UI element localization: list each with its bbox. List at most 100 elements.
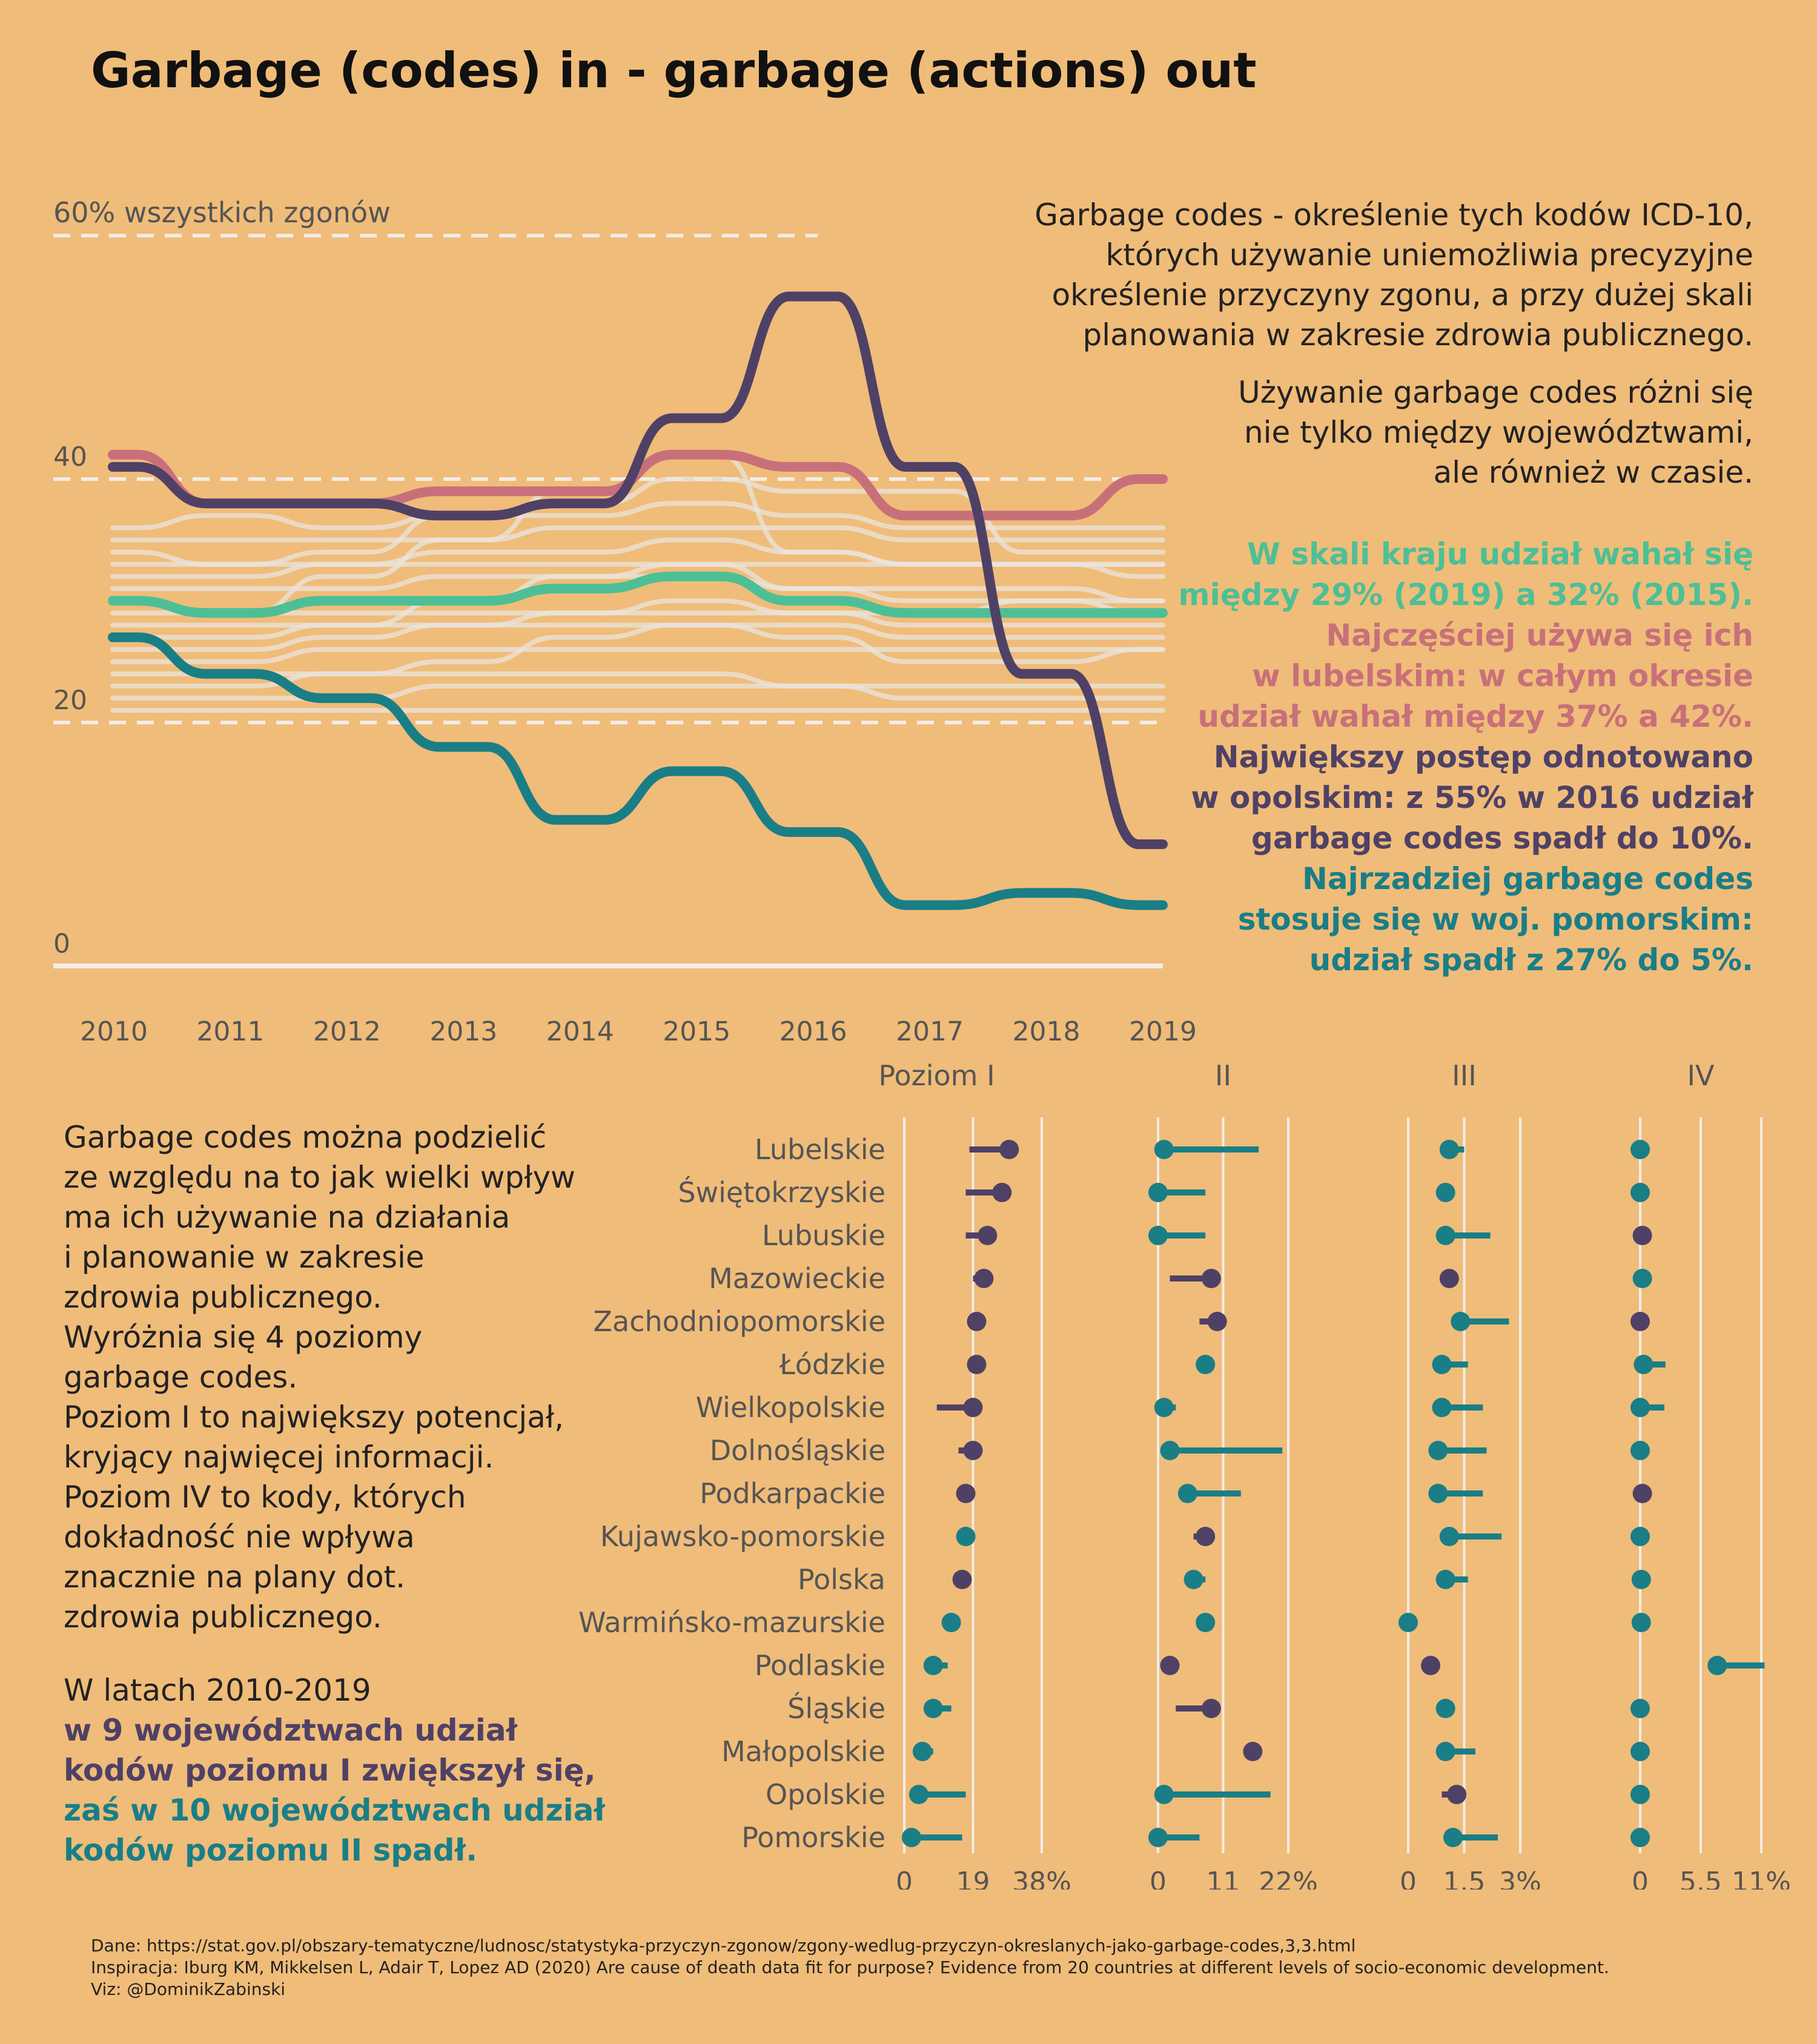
region-label: Pomorskie <box>741 1821 885 1854</box>
value-2019-dot <box>1201 1699 1221 1718</box>
value-2019-dot <box>1632 1484 1652 1503</box>
value-2019-dot <box>1631 1613 1651 1632</box>
region-label: Mazowieckie <box>709 1262 885 1295</box>
panel-tick-label: 0 <box>896 1867 913 1890</box>
intro-paragraph: Garbage codes - określenie tych kodów IC… <box>1034 195 1753 355</box>
highlight-line: garbage codes spadł do 10%. <box>1251 821 1753 856</box>
panel-tick-label: 0 <box>1150 1867 1167 1890</box>
x-tick-label: 2016 <box>779 1016 847 1047</box>
background-series-line <box>110 683 1165 701</box>
value-2019-dot <box>1443 1828 1463 1847</box>
panel-header: IV <box>1687 1059 1715 1092</box>
panel-tick-label: 19 <box>956 1867 990 1890</box>
value-2019-dot <box>1439 1140 1459 1159</box>
value-2019-dot <box>1630 1398 1650 1417</box>
value-2019-dot <box>1439 1269 1459 1288</box>
value-2019-dot <box>1428 1484 1448 1503</box>
intro2-line: ale również w czasie. <box>1433 455 1753 490</box>
value-2019-dot <box>1435 1226 1455 1245</box>
value-2019-dot <box>1630 1527 1650 1546</box>
value-2019-dot <box>908 1785 928 1804</box>
value-2019-dot <box>912 1742 932 1761</box>
value-2019-dot <box>967 1355 987 1374</box>
value-2019-dot <box>956 1527 976 1546</box>
intro-line: określenie przyczyny zgonu, a przy dużej… <box>1051 277 1753 313</box>
region-label: Lubuskie <box>762 1219 885 1252</box>
description-line: znacznie na plany dot. <box>64 1559 406 1595</box>
y-tick-label: 0 <box>53 928 70 959</box>
value-2019-dot <box>1630 1140 1650 1159</box>
reference-line-label: 60% wszystkich zgonów <box>53 196 391 229</box>
background-series-line <box>110 671 1165 689</box>
x-tick-label: 2015 <box>663 1016 730 1047</box>
region-label: Podlaskie <box>755 1649 885 1682</box>
value-2019-dot <box>1432 1355 1452 1374</box>
region-label: Lubelskie <box>755 1133 885 1166</box>
value-2019-dot <box>1428 1441 1448 1460</box>
x-tick-label: 2019 <box>1129 1016 1197 1047</box>
highlight-line: W skali kraju udział wahał się <box>1246 537 1753 572</box>
y-tick-label: 20 <box>53 685 87 716</box>
intro-line: Garbage codes - określenie tych kodów IC… <box>1034 197 1753 233</box>
levels-conclusion: W latach 2010-2019 w 9 województwach udz… <box>64 1670 605 1870</box>
description-line: zdrowia publicznego. <box>64 1599 382 1635</box>
description-line: zdrowia publicznego. <box>64 1280 382 1315</box>
value-2019-dot <box>1435 1570 1455 1589</box>
region-label: Zachodniopomorskie <box>594 1305 885 1338</box>
value-2019-dot <box>1196 1355 1216 1374</box>
highlights: W skali kraju udział wahał się między 29… <box>1179 534 1754 981</box>
panel-tick-label: 3% <box>1499 1867 1541 1890</box>
value-2019-dot <box>1707 1656 1727 1675</box>
panel-tick-label: 0 <box>1400 1867 1417 1890</box>
value-2019-dot <box>1630 1828 1650 1847</box>
intro2-line: nie tylko między województwami, <box>1243 415 1753 450</box>
region-label: Łódzkie <box>779 1348 885 1381</box>
highlight-series-line-purple <box>108 291 1168 849</box>
value-2019-dot <box>1630 1183 1650 1202</box>
value-2019-dot <box>1154 1398 1174 1417</box>
region-label: Kujawsko-pomorskie <box>600 1520 885 1553</box>
value-2019-dot <box>1432 1398 1452 1417</box>
description-line: kryjący najwięcej informacji. <box>64 1440 494 1475</box>
highlight-series-line-green <box>108 571 1168 618</box>
value-2019-dot <box>1435 1699 1455 1718</box>
highlight-line: Najrzadziej garbage codes <box>1302 861 1753 896</box>
highlight-line: udział wahał między 37% a 42%. <box>1197 699 1753 734</box>
value-2019-dot <box>967 1312 987 1331</box>
panel-header: Poziom I <box>878 1059 995 1092</box>
dot-range-chart: Lubelskie Świętokrzyskie Lubuskie Mazowieck… <box>578 1059 1791 1890</box>
value-2019-dot <box>1630 1441 1650 1460</box>
region-label: Śląskie <box>787 1692 885 1725</box>
value-2019-dot <box>1632 1269 1652 1288</box>
value-2019-dot <box>1148 1226 1168 1245</box>
region-label: Wielkopolskie <box>696 1391 885 1424</box>
highlight-line: udział spadł z 27% do 5%. <box>1309 942 1753 977</box>
region-label: Polska <box>798 1563 885 1596</box>
value-2019-dot <box>1421 1656 1440 1675</box>
panel-tick-label: 11% <box>1732 1867 1791 1890</box>
value-2019-dot <box>952 1570 972 1589</box>
x-tick-label: 2017 <box>896 1016 964 1047</box>
description-line: Garbage codes można podzielić <box>64 1120 547 1155</box>
value-2019-dot <box>1207 1312 1227 1331</box>
value-2019-dot <box>1201 1269 1221 1288</box>
x-tick-label: 2010 <box>80 1016 148 1047</box>
background-series-line <box>110 623 1165 640</box>
description-line: garbage codes. <box>64 1360 298 1395</box>
value-2019-dot <box>1630 1312 1650 1331</box>
value-2019-dot <box>1183 1570 1203 1589</box>
description-line: i planowanie w zakresie <box>64 1240 425 1275</box>
region-label: Dolnośląskie <box>710 1434 885 1467</box>
line-chart: 60% wszystkich zgonów 0 20 40 2010 2011 2012 20… <box>53 196 1197 1047</box>
description-line: Poziom IV to kody, których <box>64 1480 466 1515</box>
value-2019-dot <box>1630 1699 1650 1718</box>
x-tick-label: 2014 <box>546 1016 614 1047</box>
highlight-line: Największy postęp odnotowano <box>1213 739 1753 775</box>
value-2019-dot <box>1631 1570 1651 1589</box>
panel-tick-label: 38% <box>1012 1867 1071 1890</box>
page-title: Garbage (codes) in - garbage (actions) o… <box>91 42 1257 99</box>
value-2019-dot <box>992 1183 1012 1202</box>
value-2019-dot <box>923 1656 943 1675</box>
value-2019-dot <box>1630 1742 1650 1761</box>
value-2019-dot <box>978 1226 998 1245</box>
